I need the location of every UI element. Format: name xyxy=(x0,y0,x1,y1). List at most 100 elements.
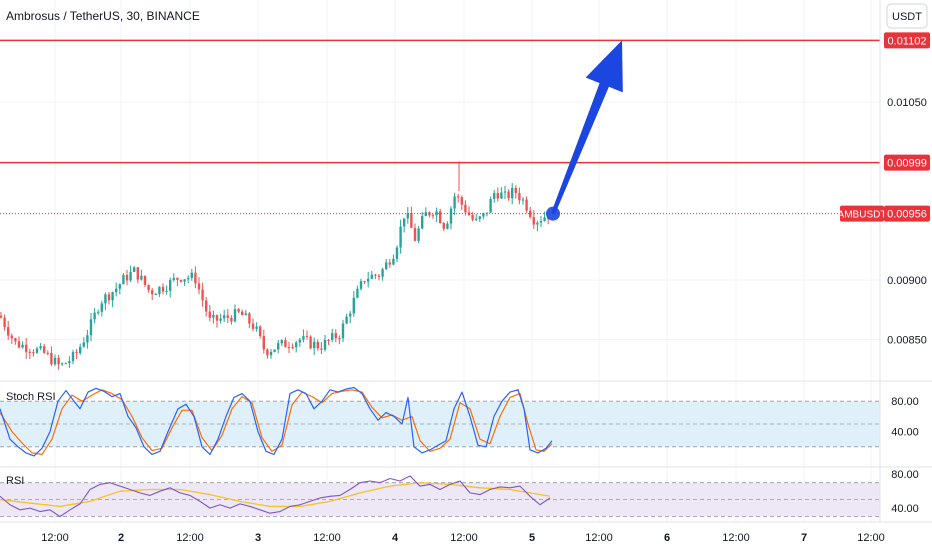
forecast-arrow xyxy=(546,40,623,221)
candle-body xyxy=(435,211,438,216)
candle-body xyxy=(320,348,323,350)
candle-body xyxy=(151,290,154,295)
rsi-title: RSI xyxy=(6,475,24,487)
candle-body xyxy=(269,351,273,356)
candle-body xyxy=(302,336,305,340)
indicator-lines xyxy=(0,386,553,518)
time-tick-label: 12:00 xyxy=(176,532,204,544)
candle-body xyxy=(410,213,413,228)
candle-body xyxy=(28,351,31,353)
price-tick-label: 0.00900 xyxy=(887,275,927,287)
candle-body xyxy=(298,339,301,343)
candle-body xyxy=(305,336,309,338)
candles xyxy=(0,161,550,370)
candle-body xyxy=(449,208,453,224)
candle-body xyxy=(496,193,499,199)
currency-button-frame[interactable] xyxy=(886,3,928,29)
symbol-tag-label: AMBUSDT xyxy=(838,210,887,221)
candle-body xyxy=(208,311,211,318)
candle-body xyxy=(201,289,204,301)
candle-body xyxy=(57,357,60,365)
candle-body xyxy=(187,277,190,280)
candle-body xyxy=(388,262,391,265)
candle-body xyxy=(331,333,334,340)
candle-body xyxy=(25,344,28,352)
last-price-tag-label: 0.00956 xyxy=(887,209,927,221)
candle-body xyxy=(205,300,208,312)
candle-body xyxy=(3,317,6,328)
candle-body xyxy=(417,228,420,241)
candle-body xyxy=(251,323,255,329)
candle-body xyxy=(244,313,247,316)
candle-body xyxy=(154,293,157,295)
candle-body xyxy=(327,339,330,341)
candle-body xyxy=(237,309,240,312)
candle-body xyxy=(381,269,384,277)
candle-body xyxy=(359,281,363,289)
candle-body xyxy=(489,198,492,213)
candle-body xyxy=(323,339,327,350)
candle-body xyxy=(190,272,193,278)
candle-body xyxy=(291,347,294,349)
time-tick-label: 12:00 xyxy=(41,532,69,544)
candle-body xyxy=(194,272,197,284)
price-tick-label: 0.01050 xyxy=(887,97,927,109)
candle-body xyxy=(32,352,35,354)
candle-body xyxy=(313,341,316,349)
candle-body xyxy=(140,275,143,280)
candle-body xyxy=(183,279,186,282)
stoch-rsi-title: Stoch RSI xyxy=(6,391,56,403)
price-tags: 0.01102 0.00999 AMBUSDT 0.00956 xyxy=(838,32,930,222)
time-tick-label: 6 xyxy=(664,532,670,544)
candle-body xyxy=(125,274,129,281)
candle-body xyxy=(334,333,337,339)
time-tick-label: 3 xyxy=(255,532,261,544)
candle-body xyxy=(424,212,427,217)
stoch-k-line xyxy=(0,386,553,457)
candle-body xyxy=(464,204,467,213)
candle-body xyxy=(453,196,456,209)
candle-body xyxy=(43,346,46,353)
time-tick-label: 2 xyxy=(118,532,124,544)
candle-body xyxy=(147,284,150,291)
resistance-levels xyxy=(0,39,880,215)
candle-body xyxy=(226,315,229,318)
candle-body xyxy=(442,223,445,229)
time-tick-label: 12:00 xyxy=(722,532,750,544)
candle-body xyxy=(266,349,269,356)
indicator-bands xyxy=(0,400,880,518)
candle-body xyxy=(223,315,226,319)
candle-body xyxy=(399,226,402,248)
candle-body xyxy=(97,311,100,313)
candle-body xyxy=(230,317,233,322)
candle-body xyxy=(385,262,388,270)
candle-body xyxy=(431,215,435,217)
candle-body xyxy=(287,347,291,349)
candle-body xyxy=(158,286,161,294)
candle-body xyxy=(46,352,49,354)
candle-body xyxy=(248,313,251,324)
symbol-title: Ambrosus / TetherUS, 30, BINANCE xyxy=(6,9,200,23)
currency-button[interactable]: USDT xyxy=(886,3,928,29)
currency-button-label[interactable]: USDT xyxy=(892,11,922,23)
candle-body xyxy=(68,361,71,364)
candle-body xyxy=(93,312,96,320)
candle-body xyxy=(82,342,85,347)
candle-body xyxy=(107,294,111,301)
candle-body xyxy=(503,191,507,193)
candle-body xyxy=(514,187,517,194)
candle-body xyxy=(367,278,370,282)
candle-body xyxy=(241,311,244,316)
candle-body xyxy=(255,326,258,329)
candle-body xyxy=(100,303,103,312)
candle-body xyxy=(197,283,201,290)
candle-body xyxy=(356,288,359,298)
forecast-arrow-shape xyxy=(551,40,623,215)
candle-body xyxy=(457,196,460,198)
stoch-band xyxy=(0,401,880,447)
candle-body xyxy=(21,344,24,348)
rsi-ma-line xyxy=(0,482,551,508)
time-tick-label: 4 xyxy=(392,532,399,544)
